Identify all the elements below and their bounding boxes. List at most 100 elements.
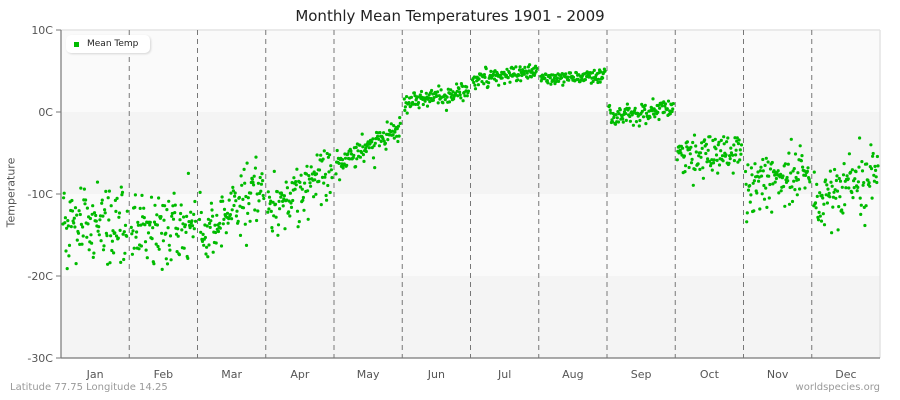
data-point xyxy=(92,211,97,215)
data-point xyxy=(783,204,787,208)
data-point xyxy=(681,146,685,150)
data-point xyxy=(696,162,700,166)
data-point xyxy=(466,89,471,93)
data-point xyxy=(334,172,338,176)
data-point xyxy=(473,83,477,87)
data-point xyxy=(243,181,247,185)
data-point xyxy=(763,163,767,167)
data-point xyxy=(436,101,440,105)
data-point xyxy=(821,212,825,216)
data-point xyxy=(416,101,421,105)
data-point xyxy=(326,183,330,188)
data-point xyxy=(321,157,325,161)
data-point xyxy=(671,102,675,106)
data-point xyxy=(868,184,872,188)
data-point xyxy=(323,175,327,179)
data-point xyxy=(869,167,874,171)
data-point xyxy=(70,209,75,213)
data-point xyxy=(255,192,259,196)
data-point xyxy=(452,97,456,101)
data-point xyxy=(706,148,710,152)
data-point xyxy=(717,140,721,144)
data-point xyxy=(361,145,365,149)
data-point xyxy=(805,169,810,173)
data-point xyxy=(508,80,512,84)
data-point xyxy=(142,206,146,210)
data-point xyxy=(315,153,319,157)
data-point xyxy=(169,258,173,262)
data-point xyxy=(756,170,760,174)
data-point xyxy=(777,191,781,195)
x-tick-label: May xyxy=(357,368,380,381)
data-point xyxy=(795,193,799,197)
data-point xyxy=(417,106,421,110)
data-point xyxy=(860,169,865,173)
data-point xyxy=(230,208,234,212)
data-point xyxy=(828,195,832,199)
data-point xyxy=(109,234,113,238)
data-point xyxy=(291,198,295,203)
data-point xyxy=(752,209,756,213)
data-point xyxy=(615,116,619,120)
data-point xyxy=(436,90,440,94)
data-point xyxy=(657,117,661,122)
data-point xyxy=(430,88,434,93)
data-points xyxy=(61,63,880,271)
data-point xyxy=(278,207,282,211)
x-tick-label: Apr xyxy=(290,368,310,381)
data-point xyxy=(697,154,701,158)
data-point xyxy=(444,108,449,112)
x-tick-label: Nov xyxy=(767,368,789,381)
data-point xyxy=(133,205,137,209)
data-point xyxy=(721,159,725,163)
data-point xyxy=(384,147,388,151)
data-point xyxy=(100,201,104,205)
data-point xyxy=(103,208,107,212)
data-point xyxy=(170,211,174,216)
data-point xyxy=(491,72,495,76)
data-point xyxy=(206,217,210,221)
data-point xyxy=(101,214,105,218)
data-point xyxy=(716,171,720,175)
data-point xyxy=(325,151,329,156)
data-point xyxy=(449,95,453,99)
data-point xyxy=(708,135,712,139)
data-point xyxy=(628,119,633,123)
data-point xyxy=(171,204,175,208)
data-point xyxy=(65,226,69,230)
data-point xyxy=(455,89,459,93)
data-point xyxy=(155,223,159,227)
data-point xyxy=(638,118,642,123)
data-point xyxy=(838,179,843,183)
data-point xyxy=(725,140,729,144)
data-point xyxy=(362,159,366,163)
data-point xyxy=(713,137,717,141)
data-point xyxy=(360,150,364,155)
data-point xyxy=(227,217,231,221)
data-point xyxy=(856,185,860,189)
data-point xyxy=(736,160,740,164)
data-point xyxy=(505,67,509,71)
data-point xyxy=(396,124,401,128)
data-point xyxy=(574,71,579,75)
data-point xyxy=(860,160,864,164)
legend: Mean Temp xyxy=(66,35,151,53)
data-point xyxy=(858,196,862,200)
data-point xyxy=(84,198,88,202)
data-point xyxy=(656,110,660,114)
data-point xyxy=(233,194,237,198)
data-point xyxy=(871,154,875,158)
data-point xyxy=(64,249,68,253)
data-point xyxy=(482,82,486,86)
data-point xyxy=(245,161,249,165)
data-point xyxy=(822,223,827,227)
data-point xyxy=(846,177,850,181)
data-point xyxy=(101,248,106,252)
data-point xyxy=(409,95,413,99)
data-point xyxy=(812,170,816,174)
data-point xyxy=(161,239,165,243)
data-point xyxy=(419,89,424,94)
data-point xyxy=(168,248,172,252)
data-point xyxy=(392,136,396,140)
data-point xyxy=(247,202,251,206)
